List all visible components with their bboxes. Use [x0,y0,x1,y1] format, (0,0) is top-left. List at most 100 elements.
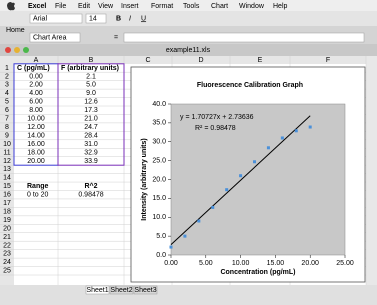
plot-area[interactable] [170,103,346,256]
sheet-tab[interactable] [133,285,158,295]
column-header[interactable]: A [34,57,39,64]
row-header[interactable]: 2 [5,73,9,80]
row-header[interactable]: 13 [3,166,11,173]
row-header[interactable]: 17 [3,200,11,207]
apple-icon[interactable] [7,2,15,11]
row-header[interactable]: 8 [5,124,9,131]
name-box[interactable] [29,32,81,43]
cell[interactable]: 16.00 [27,141,45,148]
cell[interactable]: 6.00 [29,99,43,106]
data-point[interactable] [183,234,187,238]
style-button[interactable]: B [116,15,121,22]
cell[interactable]: 18.00 [27,149,45,156]
menu-item[interactable]: Chart [211,3,228,10]
cell[interactable]: 20.00 [27,158,45,165]
row-header[interactable]: 1 [5,65,9,72]
minimize-button[interactable] [14,47,20,53]
data-point[interactable] [169,245,173,249]
data-point[interactable] [239,174,243,178]
data-point[interactable] [211,205,215,209]
menu-item[interactable]: Tools [183,3,200,10]
sheet-tab-label[interactable]: Sheet3 [134,287,156,294]
cell[interactable]: 17.3 [84,107,98,114]
data-point[interactable] [280,136,284,140]
column-header[interactable]: C [145,57,150,64]
ribbon-tab[interactable]: Home [6,27,25,34]
close-button[interactable] [5,47,11,53]
row-header[interactable]: 5 [5,99,9,106]
cell[interactable]: 0.00 [29,73,43,80]
cell[interactable]: 9.0 [86,90,96,97]
row-header[interactable]: 9 [5,132,9,139]
cell[interactable]: 0.98478 [78,192,103,199]
data-point[interactable] [266,146,270,150]
style-button[interactable]: U [141,15,146,22]
cell[interactable]: 31.0 [84,141,98,148]
cell[interactable]: 0 to 20 [27,192,49,199]
cell[interactable]: R^2 [84,182,97,190]
menu-item[interactable]: Help [273,3,288,10]
formula-input[interactable] [123,32,365,43]
row-header[interactable]: 24 [3,259,11,266]
menu-item[interactable]: Format [151,3,173,10]
row-header[interactable]: 12 [3,158,11,165]
data-point[interactable] [253,160,257,164]
header-cell[interactable]: F (arbitrary units) [61,65,119,72]
row-header[interactable]: 19 [3,217,11,224]
style-button[interactable]: I [129,15,131,22]
cell[interactable]: 5.0 [86,82,96,89]
column-header[interactable]: D [198,57,203,64]
row-header[interactable]: 7 [5,116,9,123]
menu-item[interactable]: Window [239,3,265,10]
cell[interactable]: 14.00 [27,132,45,139]
font-name[interactable]: Arial [33,15,47,22]
row-header[interactable]: 11 [3,149,10,156]
cell[interactable]: 32.9 [84,149,98,156]
cell[interactable]: 28.4 [84,132,98,139]
menu-item[interactable]: Insert [121,3,139,10]
row-header[interactable]: 3 [5,82,9,89]
row-header[interactable]: 16 [3,192,11,199]
cell[interactable]: 12.00 [27,124,45,131]
cell[interactable]: 10.00 [27,116,45,123]
cell[interactable]: 21.0 [84,116,98,123]
row-header[interactable]: 22 [3,242,11,249]
cell[interactable]: 33.9 [84,158,98,165]
column-header[interactable]: F [326,57,330,64]
row-header[interactable]: 6 [5,107,9,114]
cell[interactable]: 8.00 [29,107,43,114]
header-cell[interactable]: C (pg/mL) [17,65,50,72]
sheet-tab[interactable] [109,285,134,295]
row-header[interactable]: 18 [3,208,11,215]
name-box-text[interactable]: Chart Area [33,34,67,41]
menu-item[interactable]: View [98,3,114,10]
row-header[interactable]: 25 [3,268,11,275]
cell[interactable]: 4.00 [29,90,43,97]
cell[interactable]: 12.6 [84,99,98,106]
row-header[interactable]: 10 [3,141,11,148]
cell[interactable]: 2.00 [29,82,43,89]
row-header[interactable]: 20 [3,225,11,232]
row-header[interactable]: 15 [3,183,11,190]
zoom-button[interactable] [23,47,29,53]
cell[interactable]: 24.7 [84,124,98,131]
sheet-tab-label[interactable]: Sheet2 [110,287,132,294]
column-header[interactable]: B [89,57,94,64]
font-size[interactable]: 14 [89,15,97,22]
data-point[interactable] [308,125,312,129]
data-point[interactable] [225,188,229,192]
cell[interactable]: Range [27,183,49,190]
cell[interactable]: 2.1 [86,73,96,80]
app-name[interactable]: Excel [28,3,46,10]
font-box[interactable] [29,13,83,24]
sheet-tab[interactable] [85,285,110,295]
menu-item[interactable]: Edit [78,3,90,10]
row-header[interactable]: 21 [3,234,11,241]
data-point[interactable] [294,129,298,133]
vertical-scrollbar[interactable] [366,56,377,285]
sheet-tab-label[interactable]: Sheet1 [86,287,108,294]
column-header[interactable]: E [258,57,263,64]
row-header[interactable]: 4 [5,90,9,97]
menu-item[interactable]: File [55,3,66,10]
row-header[interactable]: 14 [3,175,11,182]
